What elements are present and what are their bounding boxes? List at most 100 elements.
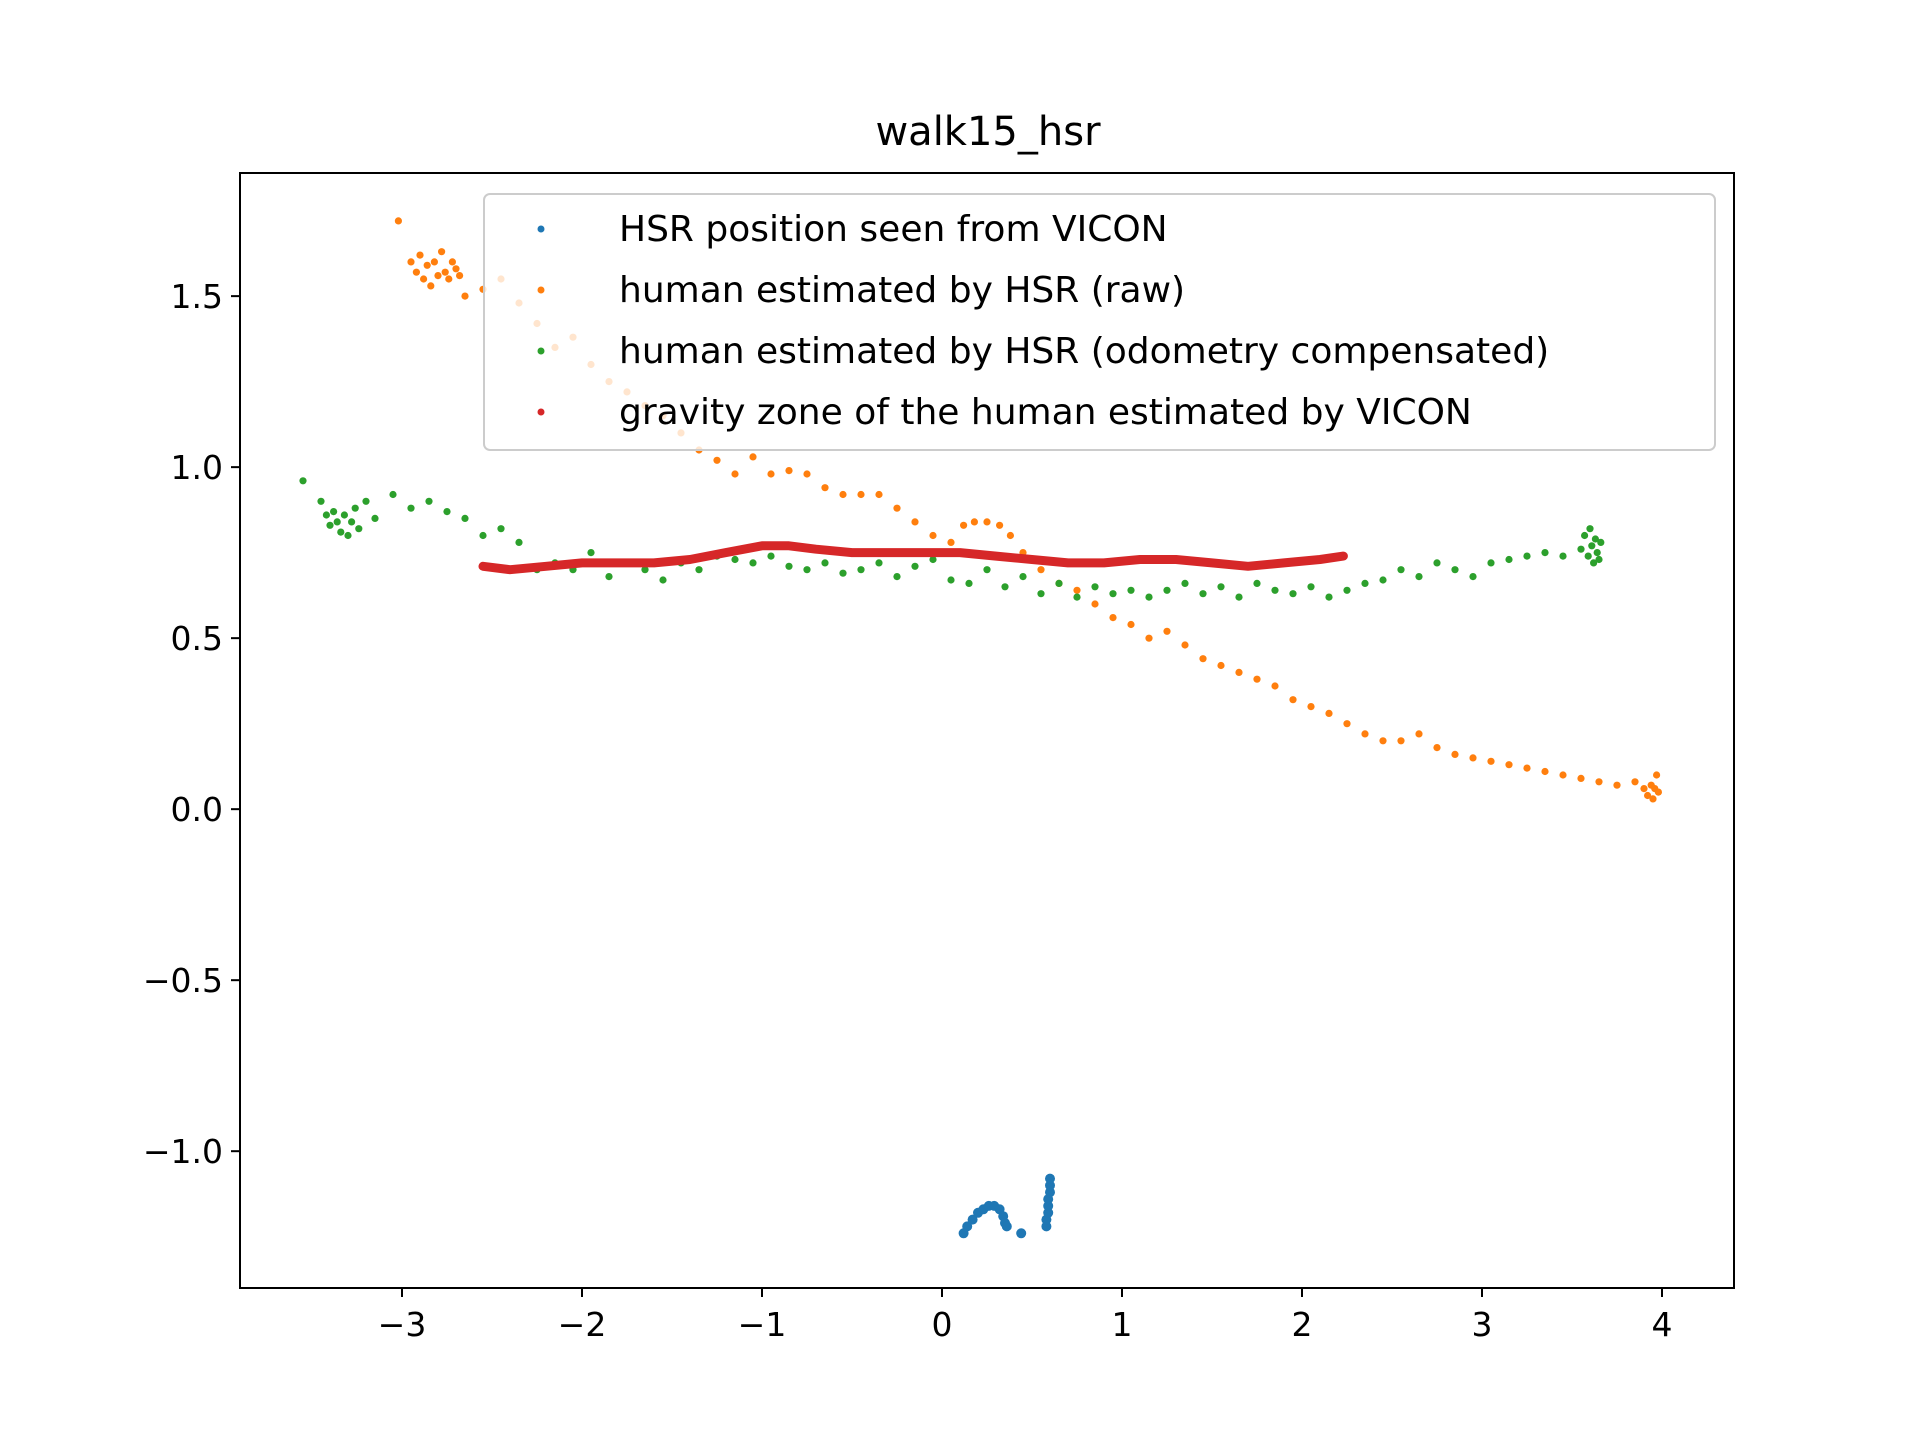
data-point-odometry bbox=[479, 531, 487, 540]
data-point-raw bbox=[803, 470, 811, 478]
data-point-raw bbox=[893, 504, 901, 512]
data-point-odometry bbox=[1037, 590, 1045, 598]
data-point-odometry bbox=[1235, 593, 1243, 601]
data-point-odometry bbox=[1217, 583, 1225, 591]
data-point-odometry bbox=[461, 514, 469, 523]
legend-box bbox=[483, 193, 1716, 451]
data-point-odometry bbox=[785, 562, 793, 570]
data-point-raw bbox=[1361, 730, 1369, 738]
data-point-raw bbox=[1613, 781, 1621, 789]
data-point-raw bbox=[1653, 771, 1661, 779]
x-tick-label: 0 bbox=[932, 1305, 953, 1344]
data-point-raw bbox=[1541, 767, 1549, 776]
series-odometry bbox=[299, 477, 1605, 601]
data-point-odometry bbox=[362, 497, 370, 505]
data-point-odometry bbox=[659, 576, 667, 584]
data-point-odometry bbox=[1451, 566, 1459, 574]
data-point-odometry bbox=[1145, 593, 1153, 601]
data-point-odometry bbox=[605, 573, 613, 581]
data-point-odometry bbox=[695, 566, 703, 574]
data-point-odometry bbox=[1361, 579, 1369, 588]
data-point-odometry bbox=[1487, 559, 1495, 567]
data-point-odometry bbox=[326, 521, 334, 529]
data-point-raw bbox=[839, 490, 847, 499]
data-point-odometry bbox=[893, 573, 901, 581]
data-point-raw bbox=[713, 456, 721, 464]
data-point-odometry bbox=[371, 514, 379, 523]
data-point-odometry bbox=[340, 511, 348, 519]
data-point-raw bbox=[427, 282, 435, 290]
data-point-raw bbox=[1595, 778, 1603, 786]
data-point-odometry bbox=[749, 559, 757, 567]
data-point-odometry bbox=[1001, 583, 1009, 591]
data-point-odometry bbox=[1415, 573, 1423, 581]
data-point-vicon-hsr bbox=[1016, 1228, 1027, 1239]
data-point-odometry bbox=[443, 508, 451, 516]
data-point-raw bbox=[749, 453, 757, 461]
legend-label-raw: human estimated by HSR (raw) bbox=[619, 270, 1185, 311]
legend-label-odometry: human estimated by HSR (odometry compens… bbox=[619, 331, 1549, 372]
data-point-raw bbox=[1199, 655, 1207, 663]
data-point-odometry bbox=[425, 497, 433, 505]
x-tick-label: 3 bbox=[1472, 1305, 1493, 1344]
y-axis: −1.0 −0.5 0.0 0.5 1.0 1.5 bbox=[143, 277, 240, 1171]
y-tick-label: 0.0 bbox=[171, 790, 223, 829]
data-point-raw bbox=[434, 272, 442, 280]
data-point-raw bbox=[1006, 531, 1015, 540]
data-point-raw bbox=[1217, 661, 1225, 670]
data-point-odometry bbox=[497, 525, 505, 533]
data-point-raw bbox=[1127, 620, 1135, 629]
x-tick-label: 4 bbox=[1652, 1305, 1673, 1344]
data-point-odometry bbox=[1584, 552, 1592, 560]
data-point-raw bbox=[407, 258, 415, 266]
legend-marker-gravity-zone bbox=[537, 408, 545, 416]
chart-title: walk15_hsr bbox=[875, 109, 1101, 155]
data-point-raw bbox=[412, 268, 420, 276]
data-point-raw bbox=[420, 275, 428, 283]
data-point-odometry bbox=[1469, 573, 1477, 581]
data-point-raw bbox=[960, 521, 968, 529]
data-point-raw bbox=[1289, 696, 1297, 704]
data-point-raw bbox=[875, 490, 883, 499]
y-tick-label: −0.5 bbox=[143, 961, 223, 1000]
data-point-odometry bbox=[1523, 552, 1531, 560]
y-tick-label: 1.5 bbox=[171, 277, 223, 316]
data-point-vicon-hsr bbox=[1045, 1173, 1055, 1184]
data-point-odometry bbox=[333, 518, 341, 526]
data-point-odometry bbox=[1397, 566, 1405, 574]
data-point-raw bbox=[1181, 641, 1189, 649]
data-point-odometry bbox=[1433, 559, 1441, 567]
legend-marker-vicon-hsr bbox=[537, 225, 545, 233]
data-point-raw bbox=[821, 484, 829, 492]
data-point-raw bbox=[1433, 744, 1441, 752]
data-point-odometry bbox=[355, 525, 363, 533]
data-point-odometry bbox=[875, 559, 883, 567]
data-point-raw bbox=[438, 248, 446, 256]
data-point-odometry bbox=[1343, 586, 1351, 594]
x-tick-label: 2 bbox=[1292, 1305, 1313, 1344]
data-point-odometry bbox=[803, 566, 811, 574]
data-point-raw bbox=[445, 275, 453, 283]
data-point-odometry bbox=[1163, 586, 1171, 594]
data-point-odometry bbox=[1307, 583, 1315, 591]
legend-marker-odometry bbox=[537, 347, 545, 355]
data-point-raw bbox=[929, 531, 937, 540]
data-point-odometry bbox=[1541, 549, 1549, 557]
y-tick-label: 0.5 bbox=[171, 619, 223, 658]
data-point-raw bbox=[731, 470, 739, 478]
data-point-odometry bbox=[1127, 586, 1135, 594]
data-point-raw bbox=[423, 261, 431, 269]
data-point-odometry bbox=[1577, 545, 1585, 553]
data-point-odometry bbox=[1597, 538, 1605, 547]
data-point-raw bbox=[767, 470, 775, 478]
data-point-odometry bbox=[1505, 555, 1513, 564]
data-point-raw bbox=[1163, 627, 1171, 635]
data-point-odometry bbox=[1581, 531, 1589, 540]
data-point-raw bbox=[456, 272, 464, 280]
data-point-odometry bbox=[1595, 555, 1603, 564]
data-point-odometry bbox=[351, 504, 359, 512]
data-point-odometry bbox=[983, 566, 991, 574]
data-point-odometry bbox=[929, 555, 937, 564]
data-point-raw bbox=[1631, 778, 1639, 786]
data-point-odometry bbox=[389, 490, 397, 499]
